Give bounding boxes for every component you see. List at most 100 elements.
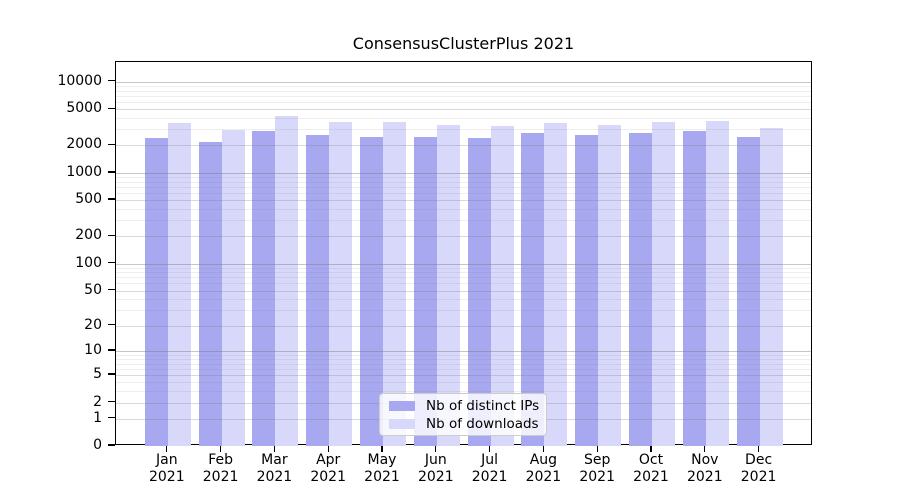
x-tick-month: Jul [481,452,499,468]
minor-gridline [116,220,811,222]
y-tick-label: 500 [75,191,102,208]
gridline [116,290,811,292]
x-tick-mark [219,445,222,452]
bar-nb-of-distinct-ips [467,138,491,446]
minor-gridline [116,85,811,87]
x-tick-year: 2021 [417,469,454,485]
x-tick-month: Jan [156,452,178,468]
x-tick-mark [757,445,760,452]
minor-gridline [116,181,811,183]
y-tick-label: 0 [93,437,102,453]
x-tick-mark [542,445,545,452]
x-tick-year: 2021 [579,469,615,485]
minor-gridline [116,299,811,301]
x-tick-year: 2021 [256,469,293,485]
bar-nb-of-downloads [167,123,191,446]
gridline [116,109,811,111]
bar-nb-of-downloads [329,121,353,446]
x-tick-year: 2021 [471,469,508,485]
bar-nb-of-downloads [436,124,460,446]
y-tick-mark [108,107,115,109]
minor-gridline [116,310,811,312]
legend-label: Nb of downloads [426,416,539,432]
y-tick-mark [108,373,115,375]
x-tick-month: Mar [261,452,288,468]
y-tick-label: 1000 [66,163,102,180]
bar-nb-of-distinct-ips [198,142,222,446]
y-tick-mark [108,323,115,326]
gridline [116,263,811,265]
minor-gridline [116,208,811,210]
x-tick-year: 2021 [364,469,400,485]
x-tick-label: Jul 2021 [458,452,522,486]
minor-gridline [116,359,811,361]
x-tick-mark [327,445,329,452]
minor-gridline [116,101,811,103]
y-tick-mark [108,143,115,146]
minor-gridline [116,267,811,269]
y-tick-mark [108,416,115,419]
bar-nb-of-downloads [383,121,406,446]
y-tick-label: 2 [93,393,102,410]
y-tick-label: 5 [93,366,102,383]
y-tick-mark [108,171,115,173]
x-tick-year: 2021 [310,469,346,485]
minor-gridline [116,363,811,365]
y-tick-label: 100 [75,254,102,271]
minor-gridline [116,186,811,188]
x-tick-label: Mar 2021 [242,452,306,486]
minor-gridline [116,369,811,371]
x-tick-month: Apr [316,452,341,468]
minor-gridline [116,95,811,97]
legend-entry: Nb of distinct IPs [380,397,546,415]
x-tick-label: Feb 2021 [189,452,253,486]
bar-nb-of-downloads [221,129,245,446]
x-tick-mark [166,445,168,452]
x-tick-month: Feb [208,452,233,468]
y-tick-mark [108,444,115,446]
x-tick-month: Oct [638,452,664,468]
bar-nb-of-downloads [652,121,675,446]
y-tick-mark [108,349,115,351]
y-tick-label: 2000 [66,136,102,153]
bar-nb-of-distinct-ips [252,131,276,446]
x-tick-label: Jan 2021 [135,452,199,486]
gridline [116,236,811,238]
minor-gridline [116,272,811,274]
x-tick-label: Sep 2021 [565,452,629,486]
y-tick-mark [108,288,115,291]
bar-nb-of-downloads [544,122,568,446]
x-tick-label: Apr 2021 [296,452,360,486]
minor-gridline [116,176,811,178]
y-tick-mark [108,80,115,82]
plot-area [115,61,812,446]
x-tick-label: Nov 2021 [673,452,737,486]
x-tick-month: May [367,452,397,468]
y-tick-label: 10 [84,342,102,359]
bar-nb-of-downloads [490,126,514,446]
x-tick-year: 2021 [148,469,185,485]
legend-entry: Nb of downloads [380,415,546,433]
y-tick-label: 200 [75,227,102,244]
legend: Nb of distinct IPs Nb of downloads [379,393,547,436]
gridline [116,145,811,147]
bar-nb-of-downloads [275,115,299,446]
x-tick-mark [488,445,491,452]
y-tick-mark [108,198,115,200]
bar-nb-of-distinct-ips [306,135,330,446]
x-tick-month: Dec [745,452,773,468]
bar-nb-of-downloads [598,125,622,446]
minor-gridline [116,118,811,120]
bar-nb-of-downloads [759,127,783,446]
bar-nb-of-downloads [705,120,729,446]
legend-label: Nb of distinct IPs [426,398,540,414]
gridline [116,351,811,353]
x-tick-label: Dec 2021 [727,452,791,486]
bar-nb-of-distinct-ips [521,133,545,446]
bar-nb-of-distinct-ips [682,131,706,446]
x-tick-mark [650,445,652,452]
y-tick-label: 5000 [66,100,102,117]
y-tick-label: 10000 [57,72,102,89]
bar-nb-of-distinct-ips [360,136,383,446]
